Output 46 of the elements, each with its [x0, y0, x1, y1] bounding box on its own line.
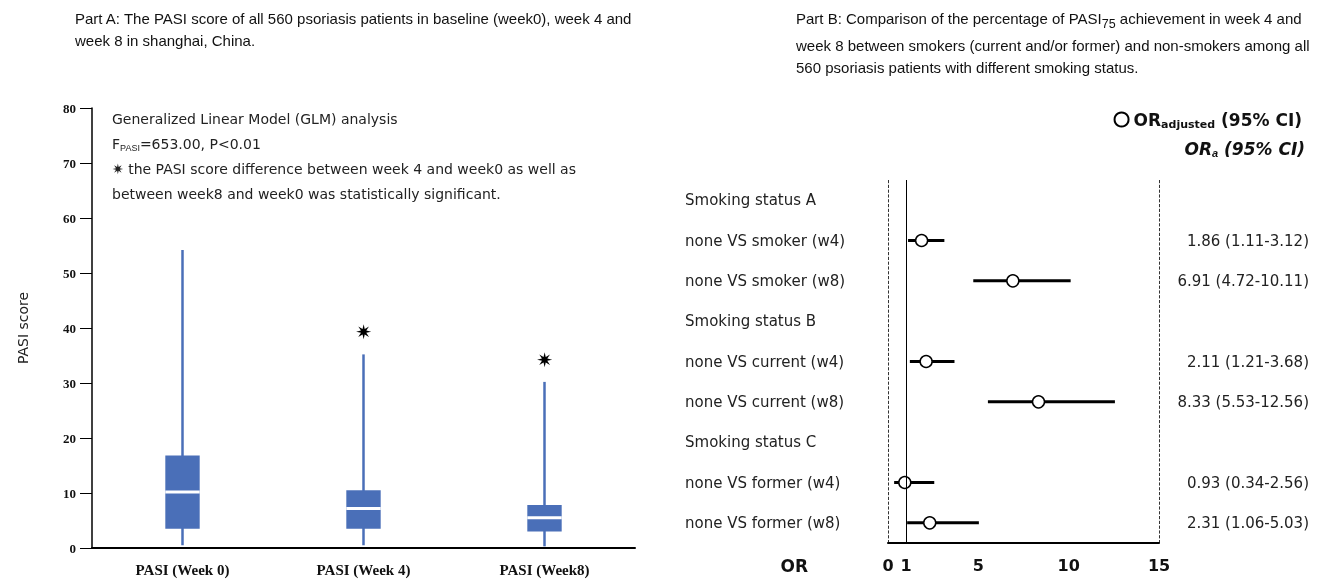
y-tick-label: 20 [63, 430, 76, 446]
x-tick-label: PASI (Week 0) [135, 561, 230, 579]
data-label: 2.31 (1.06-5.03) [1186, 513, 1309, 532]
y-tick-label: 30 [63, 375, 76, 391]
x-tick-label: 0 [882, 555, 894, 575]
x-tick-label: 5 [972, 555, 984, 575]
y-tick-label: none VS current (w4) [685, 352, 845, 371]
y-axis-title: PASI score [15, 291, 31, 365]
x-axis-title: OR [780, 555, 808, 576]
chart-title: Part B: Comparison of the percentage of PASI$_{75}$ achievement in week 4 and week 8 between smokers (current and/or former) and non-smokers among all 560 psoriasis patients with different smoking status. [796, 9, 1311, 78]
x-tick-label: PASI (Week8) [499, 561, 590, 579]
y-tick-label: Smoking status B [685, 312, 817, 331]
y-tick-label: 10 [63, 485, 76, 501]
y-tick-label: 80 [63, 100, 76, 116]
y-tick-label: none VS former (w8) [685, 513, 841, 532]
data-label: 8.33 (5.53-12.56) [1177, 392, 1309, 411]
data-label: 1.86 (1.11-3.12) [1186, 231, 1309, 250]
y-tick-label: 60 [63, 210, 76, 226]
annotation: between week8 and week0 was statistically significant. [112, 186, 501, 202]
annotation: ✷ [536, 347, 553, 372]
data-label: 2.11 (1.21-3.68) [1186, 352, 1309, 371]
y-tick-label: 50 [63, 265, 76, 281]
y-tick-label: none VS smoker (w4) [685, 231, 846, 250]
point [1031, 395, 1046, 409]
annotation: Generalized Linear Model (GLM) analysis [112, 111, 398, 127]
y-tick-label: none VS current (w8) [685, 392, 845, 411]
x-tick-label: 15 [1147, 555, 1171, 575]
x-tick-label: 10 [1057, 555, 1080, 575]
y-tick-label: 70 [63, 155, 76, 171]
annotation: ✷ [355, 320, 372, 345]
y-tick-label: Smoking status C [685, 433, 817, 452]
data-label: 0.93 (0.34-2.56) [1186, 473, 1309, 492]
x-tick-label: PASI (Week 4) [316, 561, 411, 579]
annotation: ✷ the PASI score difference between week 4 and week0 as well as [112, 161, 576, 177]
point [914, 233, 929, 248]
y-tick-label: 40 [63, 320, 76, 336]
x-tick-label: 1 [900, 555, 912, 575]
y-tick-label: none VS smoker (w8) [685, 271, 846, 290]
point [1006, 274, 1020, 288]
y-tick-label: Smoking status A [685, 191, 817, 210]
y-tick-label: none VS former (w4) [685, 473, 841, 492]
point [923, 516, 937, 530]
point [919, 354, 933, 369]
chart-title: Part A: The PASI score of all 560 psoriasis patients in baseline (week0), week 4 and week 8 in shanghai, China. [75, 9, 633, 51]
y-tick-label: 0 [69, 540, 76, 556]
data-label: 6.91 (4.72-10.11) [1177, 271, 1309, 290]
